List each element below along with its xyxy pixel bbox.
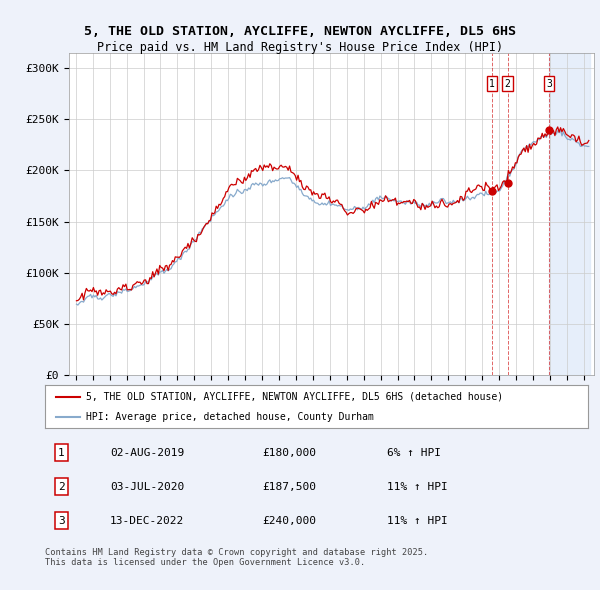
Text: £240,000: £240,000 xyxy=(262,516,316,526)
Text: £187,500: £187,500 xyxy=(262,482,316,491)
Text: 11% ↑ HPI: 11% ↑ HPI xyxy=(387,516,448,526)
Text: 3: 3 xyxy=(546,78,552,88)
Text: 6% ↑ HPI: 6% ↑ HPI xyxy=(387,448,441,458)
Text: 11% ↑ HPI: 11% ↑ HPI xyxy=(387,482,448,491)
Bar xyxy=(549,53,590,375)
Text: Contains HM Land Registry data © Crown copyright and database right 2025.
This d: Contains HM Land Registry data © Crown c… xyxy=(45,548,428,567)
Text: 3: 3 xyxy=(58,516,65,526)
Text: 13-DEC-2022: 13-DEC-2022 xyxy=(110,516,184,526)
Text: 2: 2 xyxy=(58,482,65,491)
Text: Price paid vs. HM Land Registry's House Price Index (HPI): Price paid vs. HM Land Registry's House … xyxy=(97,41,503,54)
Text: 2: 2 xyxy=(505,78,511,88)
Text: £180,000: £180,000 xyxy=(262,448,316,458)
Text: 1: 1 xyxy=(58,448,65,458)
Text: 5, THE OLD STATION, AYCLIFFE, NEWTON AYCLIFFE, DL5 6HS (detached house): 5, THE OLD STATION, AYCLIFFE, NEWTON AYC… xyxy=(86,392,503,402)
Text: 02-AUG-2019: 02-AUG-2019 xyxy=(110,448,184,458)
Text: 03-JUL-2020: 03-JUL-2020 xyxy=(110,482,184,491)
Text: 5, THE OLD STATION, AYCLIFFE, NEWTON AYCLIFFE, DL5 6HS: 5, THE OLD STATION, AYCLIFFE, NEWTON AYC… xyxy=(84,25,516,38)
Text: HPI: Average price, detached house, County Durham: HPI: Average price, detached house, Coun… xyxy=(86,412,374,422)
Text: 1: 1 xyxy=(489,78,495,88)
